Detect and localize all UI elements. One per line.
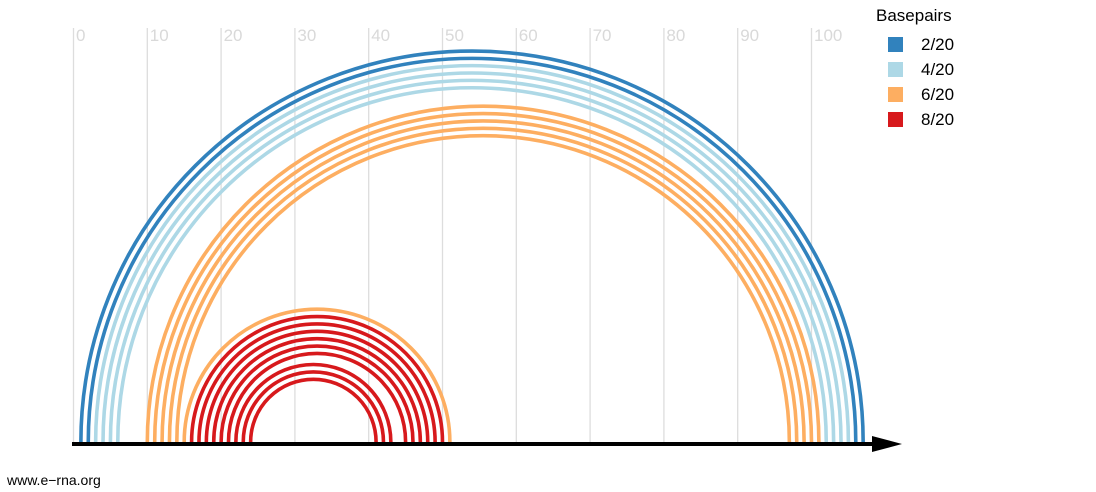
basepair-arc bbox=[175, 133, 792, 443]
legend-label: 4/20 bbox=[921, 59, 955, 79]
tick-label: 20 bbox=[224, 26, 243, 45]
legend-title: Basepairs bbox=[876, 6, 952, 25]
tick-label: 30 bbox=[297, 26, 316, 45]
basepair-arc bbox=[182, 307, 452, 443]
tick-label: 40 bbox=[371, 26, 390, 45]
basepair-arc bbox=[79, 49, 865, 443]
legend-swatch bbox=[888, 87, 903, 102]
axis-arrowhead-icon bbox=[872, 436, 902, 452]
legend-swatch bbox=[888, 112, 903, 127]
basepair-arc bbox=[101, 71, 843, 443]
basepair-arc bbox=[115, 86, 829, 443]
legend-item-2-20: 2/20 bbox=[876, 32, 954, 57]
tick-label: 10 bbox=[150, 26, 169, 45]
legend-label: 2/20 bbox=[921, 34, 955, 54]
tick-label: 80 bbox=[666, 26, 685, 45]
basepair-arc bbox=[152, 111, 814, 443]
tick-label: 90 bbox=[740, 26, 759, 45]
legend-item-8-20: 8/20 bbox=[876, 107, 954, 132]
basepair-arc bbox=[248, 377, 378, 443]
legend-item-6-20: 6/20 bbox=[876, 82, 954, 107]
sequence-axis bbox=[72, 436, 902, 452]
tick-label: 0 bbox=[76, 26, 85, 45]
basepair-arc bbox=[145, 104, 821, 443]
basepair-arc bbox=[241, 370, 386, 443]
legend-swatch bbox=[888, 37, 903, 52]
legend-label: 8/20 bbox=[921, 109, 955, 129]
gridlines bbox=[72, 28, 813, 442]
tick-label: 50 bbox=[445, 26, 464, 45]
basepair-arc bbox=[211, 336, 423, 443]
legend-label: 6/20 bbox=[921, 84, 955, 104]
basepair-arc bbox=[204, 329, 430, 443]
basepair-arc bbox=[167, 126, 799, 443]
basepair-arc bbox=[160, 119, 806, 443]
tick-label: 60 bbox=[519, 26, 538, 45]
legend: Basepairs 2/20 4/20 6/20 8/20 bbox=[876, 6, 954, 132]
position-tick-labels: 0 10 20 30 40 50 60 70 80 90 100 bbox=[76, 26, 842, 45]
legend-item-4-20: 4/20 bbox=[876, 57, 954, 82]
basepair-arc bbox=[219, 344, 415, 443]
tick-label: 100 bbox=[814, 26, 842, 45]
basepair-arc bbox=[197, 322, 437, 443]
basepair-arc bbox=[93, 63, 851, 443]
tick-label: 70 bbox=[593, 26, 612, 45]
basepair-arc bbox=[226, 351, 408, 443]
basepair-arcs bbox=[79, 49, 865, 443]
basepair-arc bbox=[234, 362, 393, 443]
basepair-arc bbox=[189, 314, 445, 443]
basepair-arc bbox=[86, 56, 858, 443]
watermark: www.e−rna.org bbox=[7, 472, 101, 488]
legend-swatch bbox=[888, 62, 903, 77]
basepair-arc bbox=[108, 78, 836, 443]
